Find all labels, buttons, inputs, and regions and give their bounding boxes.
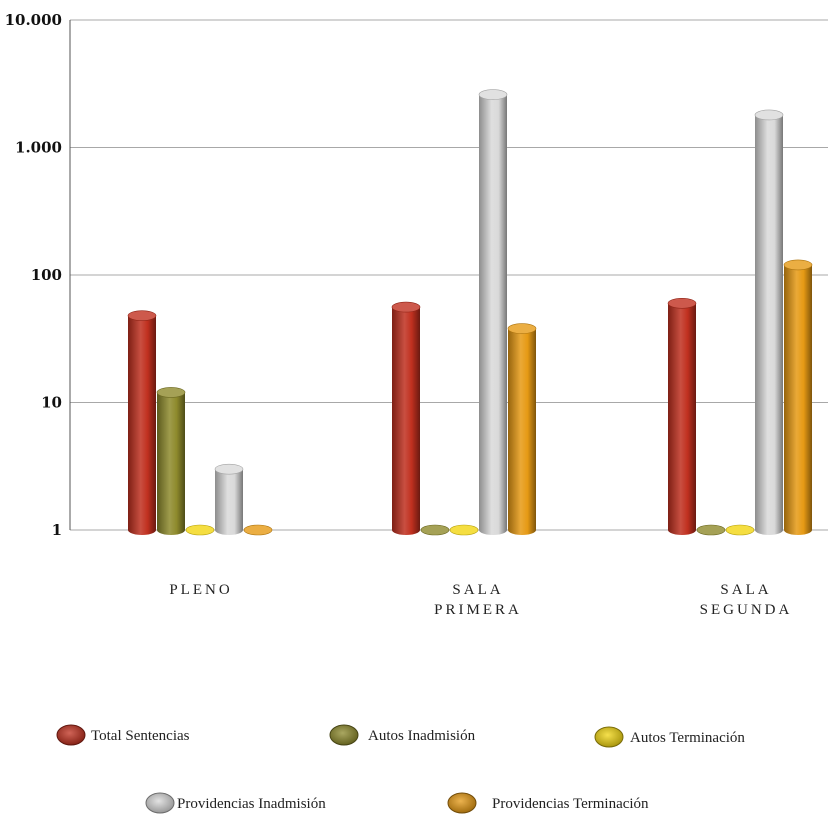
legend-item: Autos Terminación [594,726,745,748]
legend-item: Providencias Terminación [447,792,649,814]
bar-providencias-terminaci-n-2 [783,259,813,535]
bar-autos-inadmisi-n-2 [696,524,726,536]
legend-item: Autos Inadmisión [329,724,476,746]
y-axis-ticks: 1 10 100 1.000 10.000 [5,11,62,539]
legend-swatch [447,792,477,814]
x-axis-categories: PLENO SALA PRIMERA SALA SEGUNDA [169,582,793,618]
legend-label: Providencias Inadmisión [177,796,326,812]
bar-providencias-inadmisi-n-0 [214,463,244,535]
bar-autos-inadmisi-n-0 [156,387,186,535]
bar-providencias-inadmisi-n-2 [754,109,784,535]
legend-label: Total Sentencias [91,728,190,744]
bar-autos-inadmisi-n-1 [420,524,450,536]
x-category-label: PLENO [169,582,232,598]
y-tick-label: 10 [41,394,62,412]
y-tick-label: 1.000 [15,139,62,157]
legend-swatch [145,792,175,814]
legend-swatch [594,726,624,748]
x-category-label: SEGUNDA [700,602,793,618]
legend: Total Sentencias Autos Inadmisión Autos Te… [56,724,745,814]
legend-label: Autos Inadmisión [368,728,476,744]
y-tick-label: 100 [31,266,62,284]
y-tick-label: 10.000 [5,11,62,29]
x-category-label: PRIMERA [434,602,522,618]
legend-swatch [56,724,86,746]
legend-item: Total Sentencias [56,724,190,746]
bar-autos-terminaci-n-1 [449,524,479,536]
bar-autos-terminaci-n-2 [725,524,755,536]
legend-label: Autos Terminación [630,730,745,746]
bar-autos-terminaci-n-0 [185,524,215,536]
legend-swatch [329,724,359,746]
bar-providencias-terminaci-n-0 [243,524,273,536]
x-category-label: SALA [720,582,771,598]
bar-total-sentencias-0 [127,310,157,535]
bar-total-sentencias-1 [391,301,421,535]
bar-total-sentencias-2 [667,297,697,535]
legend-item: Providencias Inadmisión [145,792,326,814]
bar-providencias-terminaci-n-1 [507,323,537,535]
y-tick-label: 1 [52,521,62,539]
legend-label: Providencias Terminación [492,796,649,812]
bars [127,89,813,536]
bar-providencias-inadmisi-n-1 [478,89,508,535]
x-category-label: SALA [452,582,503,598]
